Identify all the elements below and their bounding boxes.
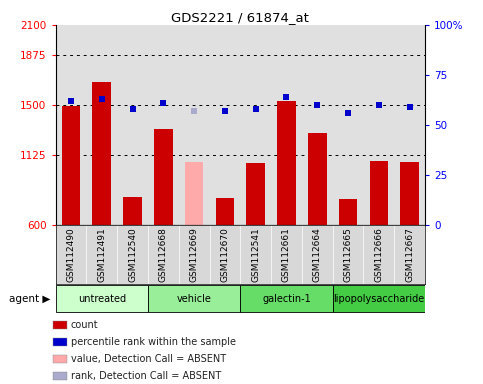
Title: GDS2221 / 61874_at: GDS2221 / 61874_at bbox=[171, 11, 309, 24]
Bar bbox=[369, 161, 388, 225]
Text: GSM112490: GSM112490 bbox=[67, 228, 75, 282]
Text: GSM112670: GSM112670 bbox=[220, 228, 229, 283]
Text: GSM112541: GSM112541 bbox=[251, 228, 260, 282]
Bar bbox=[277, 101, 296, 225]
Text: GSM112668: GSM112668 bbox=[159, 228, 168, 283]
FancyBboxPatch shape bbox=[333, 285, 425, 313]
Bar bbox=[54, 338, 67, 346]
Text: agent ▶: agent ▶ bbox=[9, 293, 51, 304]
Bar bbox=[62, 106, 80, 225]
Bar bbox=[308, 133, 327, 225]
Text: GSM112664: GSM112664 bbox=[313, 228, 322, 282]
Text: untreated: untreated bbox=[78, 293, 126, 304]
Bar bbox=[215, 198, 234, 225]
Text: GSM112665: GSM112665 bbox=[343, 228, 353, 283]
Text: galectin-1: galectin-1 bbox=[262, 293, 311, 304]
Text: GSM112666: GSM112666 bbox=[374, 228, 384, 283]
Bar bbox=[54, 372, 67, 380]
Bar bbox=[54, 355, 67, 363]
Text: lipopolysaccharide: lipopolysaccharide bbox=[333, 293, 425, 304]
Text: rank, Detection Call = ABSENT: rank, Detection Call = ABSENT bbox=[71, 371, 221, 381]
Text: percentile rank within the sample: percentile rank within the sample bbox=[71, 337, 236, 347]
Text: value, Detection Call = ABSENT: value, Detection Call = ABSENT bbox=[71, 354, 226, 364]
Text: GSM112661: GSM112661 bbox=[282, 228, 291, 283]
FancyBboxPatch shape bbox=[56, 285, 148, 313]
Text: GSM112667: GSM112667 bbox=[405, 228, 414, 283]
Bar bbox=[246, 164, 265, 225]
Bar bbox=[123, 197, 142, 225]
Bar bbox=[339, 199, 357, 225]
FancyBboxPatch shape bbox=[148, 285, 240, 313]
FancyBboxPatch shape bbox=[240, 285, 333, 313]
Text: GSM112540: GSM112540 bbox=[128, 228, 137, 282]
Text: vehicle: vehicle bbox=[177, 293, 212, 304]
Bar bbox=[54, 321, 67, 329]
Bar bbox=[185, 162, 203, 225]
Text: GSM112669: GSM112669 bbox=[190, 228, 199, 283]
Bar bbox=[154, 129, 172, 225]
Text: count: count bbox=[71, 320, 98, 330]
Bar bbox=[400, 162, 419, 225]
Text: GSM112491: GSM112491 bbox=[97, 228, 106, 282]
Bar bbox=[92, 82, 111, 225]
